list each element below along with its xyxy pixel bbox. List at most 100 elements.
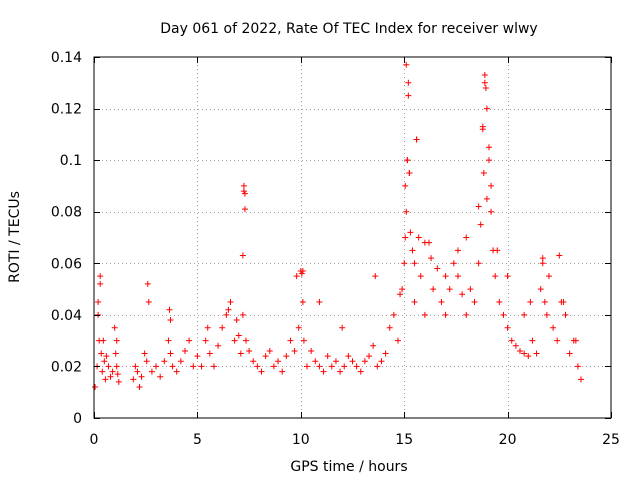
data-point xyxy=(517,347,524,354)
data-point xyxy=(481,72,488,79)
data-point xyxy=(194,353,201,360)
data-point xyxy=(148,368,155,375)
data-point xyxy=(339,324,346,331)
y-tick-label: 0.02 xyxy=(51,359,82,375)
data-point xyxy=(413,136,420,143)
data-point xyxy=(219,324,226,331)
data-point xyxy=(166,306,173,313)
data-point xyxy=(206,350,213,357)
data-point xyxy=(141,350,148,357)
data-point xyxy=(204,324,211,331)
data-point xyxy=(239,252,246,259)
data-point xyxy=(459,291,466,298)
y-tick-labels: 0 0.02 0.04 0.06 0.08 0.1 0.12 0.14 xyxy=(51,50,82,427)
data-point xyxy=(471,298,478,305)
data-point xyxy=(235,332,242,339)
data-point xyxy=(153,363,160,370)
x-tick-label: 5 xyxy=(193,432,202,448)
data-point xyxy=(92,384,99,391)
data-point xyxy=(504,324,511,331)
data-point xyxy=(525,353,532,360)
data-point xyxy=(101,358,108,365)
data-point xyxy=(482,84,489,91)
data-point xyxy=(254,363,261,370)
data-point xyxy=(295,324,302,331)
x-tick-label: 10 xyxy=(292,432,310,448)
data-point xyxy=(186,337,193,344)
data-point xyxy=(477,221,484,228)
data-point xyxy=(237,350,244,357)
data-point xyxy=(578,376,585,383)
data-point xyxy=(374,363,381,370)
data-point xyxy=(402,234,409,241)
data-point xyxy=(239,311,246,318)
plot-frame xyxy=(93,56,612,419)
data-point xyxy=(167,317,174,324)
data-point xyxy=(324,353,331,360)
data-point xyxy=(240,182,247,189)
data-point xyxy=(405,92,412,99)
data-point xyxy=(370,342,377,349)
data-point xyxy=(574,363,581,370)
data-point xyxy=(404,157,411,164)
data-point xyxy=(275,358,282,365)
data-point xyxy=(508,337,515,344)
data-point xyxy=(463,234,470,241)
data-point xyxy=(500,311,507,318)
data-point xyxy=(378,358,385,365)
data-point xyxy=(554,337,561,344)
data-point xyxy=(161,358,168,365)
data-point xyxy=(428,255,435,262)
data-point xyxy=(210,363,217,370)
data-point xyxy=(372,273,379,280)
data-point xyxy=(357,368,364,375)
data-point xyxy=(266,347,273,354)
data-point xyxy=(299,268,306,275)
data-point xyxy=(402,182,409,189)
data-point xyxy=(320,368,327,375)
data-point xyxy=(454,247,461,254)
data-point xyxy=(227,298,234,305)
data-point xyxy=(386,324,393,331)
data-point xyxy=(353,363,360,370)
data-point xyxy=(504,273,511,280)
data-point xyxy=(450,260,457,267)
data-point xyxy=(241,206,248,213)
x-axis-label: GPS time / hours xyxy=(290,459,407,475)
y-tick-label: 0.06 xyxy=(51,256,82,272)
data-points xyxy=(92,61,585,391)
data-point xyxy=(328,363,335,370)
data-point xyxy=(454,273,461,280)
data-point xyxy=(215,342,222,349)
data-point xyxy=(143,358,150,365)
y-tick-label: 0 xyxy=(73,411,82,427)
data-point xyxy=(332,358,339,365)
data-point xyxy=(95,311,102,318)
data-point xyxy=(366,353,373,360)
data-point xyxy=(258,368,265,375)
data-point xyxy=(407,229,414,236)
data-point xyxy=(399,286,406,293)
data-point xyxy=(463,311,470,318)
data-point xyxy=(113,337,120,344)
data-point xyxy=(494,247,501,254)
data-point xyxy=(132,363,139,370)
data-point xyxy=(434,265,441,272)
x-tick-label: 20 xyxy=(499,432,517,448)
data-point xyxy=(287,337,294,344)
data-point xyxy=(345,353,352,360)
data-point xyxy=(543,311,550,318)
data-point xyxy=(539,255,546,262)
x-tick-labels: 0 5 10 15 20 25 xyxy=(90,432,620,448)
data-point xyxy=(483,105,490,112)
data-point xyxy=(430,286,437,293)
data-point xyxy=(411,260,418,267)
data-point xyxy=(97,280,104,287)
data-point xyxy=(566,350,573,357)
data-point xyxy=(316,363,323,370)
data-point xyxy=(165,337,172,344)
data-point xyxy=(341,363,348,370)
data-point xyxy=(556,252,563,259)
data-point xyxy=(467,286,474,293)
